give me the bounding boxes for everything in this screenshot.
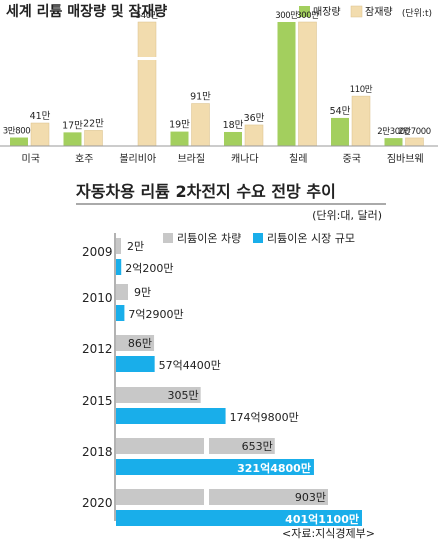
bar-market bbox=[116, 305, 125, 321]
data-label: 540만 bbox=[136, 11, 159, 21]
data-label-market: 57억4400만 bbox=[159, 359, 221, 372]
data-label: 2만7000 bbox=[398, 127, 430, 137]
data-label: 91만 bbox=[190, 92, 211, 103]
bar-market bbox=[116, 459, 314, 475]
bar bbox=[298, 21, 317, 147]
bar-vehicles bbox=[116, 438, 275, 454]
bar-market bbox=[116, 408, 226, 424]
bar bbox=[224, 131, 242, 146]
data-label-market: 2억200만 bbox=[125, 262, 173, 275]
bar bbox=[277, 22, 296, 146]
bar bbox=[137, 21, 157, 147]
data-label-vehicles: 653만 bbox=[242, 440, 273, 453]
bar-vehicles bbox=[116, 387, 201, 403]
legend-label-reserves: 매장량 bbox=[313, 6, 341, 18]
category-label: 짐바브웨 bbox=[387, 153, 424, 165]
bar-vehicles bbox=[116, 238, 121, 254]
data-label: 110만 bbox=[350, 85, 373, 95]
category-label: 칠레 bbox=[289, 153, 307, 165]
bar-vehicles bbox=[116, 489, 328, 505]
bar bbox=[244, 124, 264, 147]
year-label: 2009 bbox=[82, 245, 113, 259]
data-label-vehicles: 9만 bbox=[134, 286, 151, 299]
bar bbox=[191, 103, 210, 147]
demand-chart-title: 자동차용 리튬 2차전지 수요 전망 추이 bbox=[76, 182, 336, 201]
data-label: 18만 bbox=[223, 120, 244, 131]
year-label: 2020 bbox=[82, 496, 113, 510]
data-label: 300만 bbox=[296, 11, 319, 21]
data-label-vehicles: 2만 bbox=[127, 240, 144, 253]
bar-vehicles bbox=[116, 284, 128, 300]
year-label: 2015 bbox=[82, 394, 113, 408]
bar-market bbox=[116, 259, 122, 275]
year-label: 2012 bbox=[82, 342, 113, 356]
legend-label-market: 리튬이온 시장 규모 bbox=[267, 232, 355, 245]
demand-chart: 자동차용 리튬 2차전지 수요 전망 추이 (단위:대, 달러) 리튬이온 차량… bbox=[76, 182, 386, 540]
bar bbox=[63, 132, 82, 146]
demand-bars: 2009 2만 2억200만 2010 9만 7억2900만 2012 86만 57억4400만… bbox=[82, 238, 362, 526]
axis-break-mark bbox=[204, 488, 209, 506]
bar-market bbox=[116, 510, 362, 526]
year-label: 2010 bbox=[82, 291, 113, 305]
category-label: 브라질 bbox=[177, 153, 205, 165]
demand-legend: 리튬이온 차량 리튬이온 시장 규모 bbox=[163, 232, 355, 245]
legend-swatch-potential bbox=[350, 5, 363, 18]
legend-swatch-vehicles bbox=[163, 233, 173, 243]
axis-break-mark bbox=[204, 437, 209, 455]
category-label: 미국 bbox=[22, 153, 40, 165]
bar bbox=[84, 130, 103, 147]
data-label: 36만 bbox=[244, 113, 265, 124]
data-label: 22만 bbox=[83, 118, 104, 129]
reserves-chart: 세계 리튬 매장량 및 잠재량 매장량 잠재량 (단위:t) 3만8000 41만… bbox=[0, 3, 438, 165]
bar bbox=[170, 131, 189, 146]
data-label: 3만8000 bbox=[3, 127, 35, 137]
data-label-market: 321억4800만 bbox=[237, 461, 311, 475]
data-label: 17만 bbox=[62, 120, 83, 131]
bar bbox=[351, 95, 371, 147]
data-label: 54만 bbox=[330, 106, 351, 117]
reserves-unit-label: (단위:t) bbox=[402, 8, 432, 19]
legend-label-potential: 잠재량 bbox=[365, 6, 393, 18]
bar bbox=[30, 122, 50, 147]
bar-market bbox=[116, 356, 155, 372]
data-label-market: 7억2900만 bbox=[128, 308, 183, 321]
bar bbox=[331, 117, 349, 146]
reserves-category-labels: 미국 호주 볼리비아 브라질 캐나다 칠레 중국 짐바브웨 bbox=[22, 153, 424, 165]
demand-unit-label: (단위:대, 달러) bbox=[312, 209, 382, 222]
data-label: 300만 bbox=[275, 11, 298, 21]
data-label-vehicles: 86만 bbox=[128, 337, 152, 350]
data-label-market: 401억1100만 bbox=[285, 512, 359, 526]
data-label-market: 174억9800만 bbox=[230, 411, 299, 424]
legend-swatch-reserves bbox=[299, 6, 310, 17]
category-label: 캐나다 bbox=[231, 153, 259, 165]
reserves-chart-title: 세계 리튬 매장량 및 잠재량 bbox=[6, 3, 167, 20]
year-label: 2018 bbox=[82, 445, 113, 459]
bar bbox=[405, 137, 424, 147]
bar bbox=[384, 138, 403, 146]
data-label: 19만 bbox=[169, 120, 190, 131]
category-label: 호주 bbox=[75, 153, 93, 165]
category-label: 중국 bbox=[343, 153, 361, 165]
category-label: 볼리비아 bbox=[119, 153, 156, 165]
data-label: 41만 bbox=[30, 111, 51, 122]
data-label: 2만3000 bbox=[377, 127, 409, 137]
data-label-vehicles: 305만 bbox=[168, 389, 199, 402]
legend-swatch-market bbox=[253, 233, 263, 243]
bar bbox=[10, 137, 28, 146]
reserves-legend: 매장량 잠재량 bbox=[299, 5, 393, 18]
data-label-vehicles: 903만 bbox=[295, 491, 326, 504]
bar-vehicles bbox=[116, 335, 155, 351]
axis-break-mark bbox=[137, 57, 157, 60]
demand-source-label: <자료:지식경제부> bbox=[282, 527, 375, 540]
legend-label-vehicles: 리튬이온 차량 bbox=[177, 232, 241, 245]
